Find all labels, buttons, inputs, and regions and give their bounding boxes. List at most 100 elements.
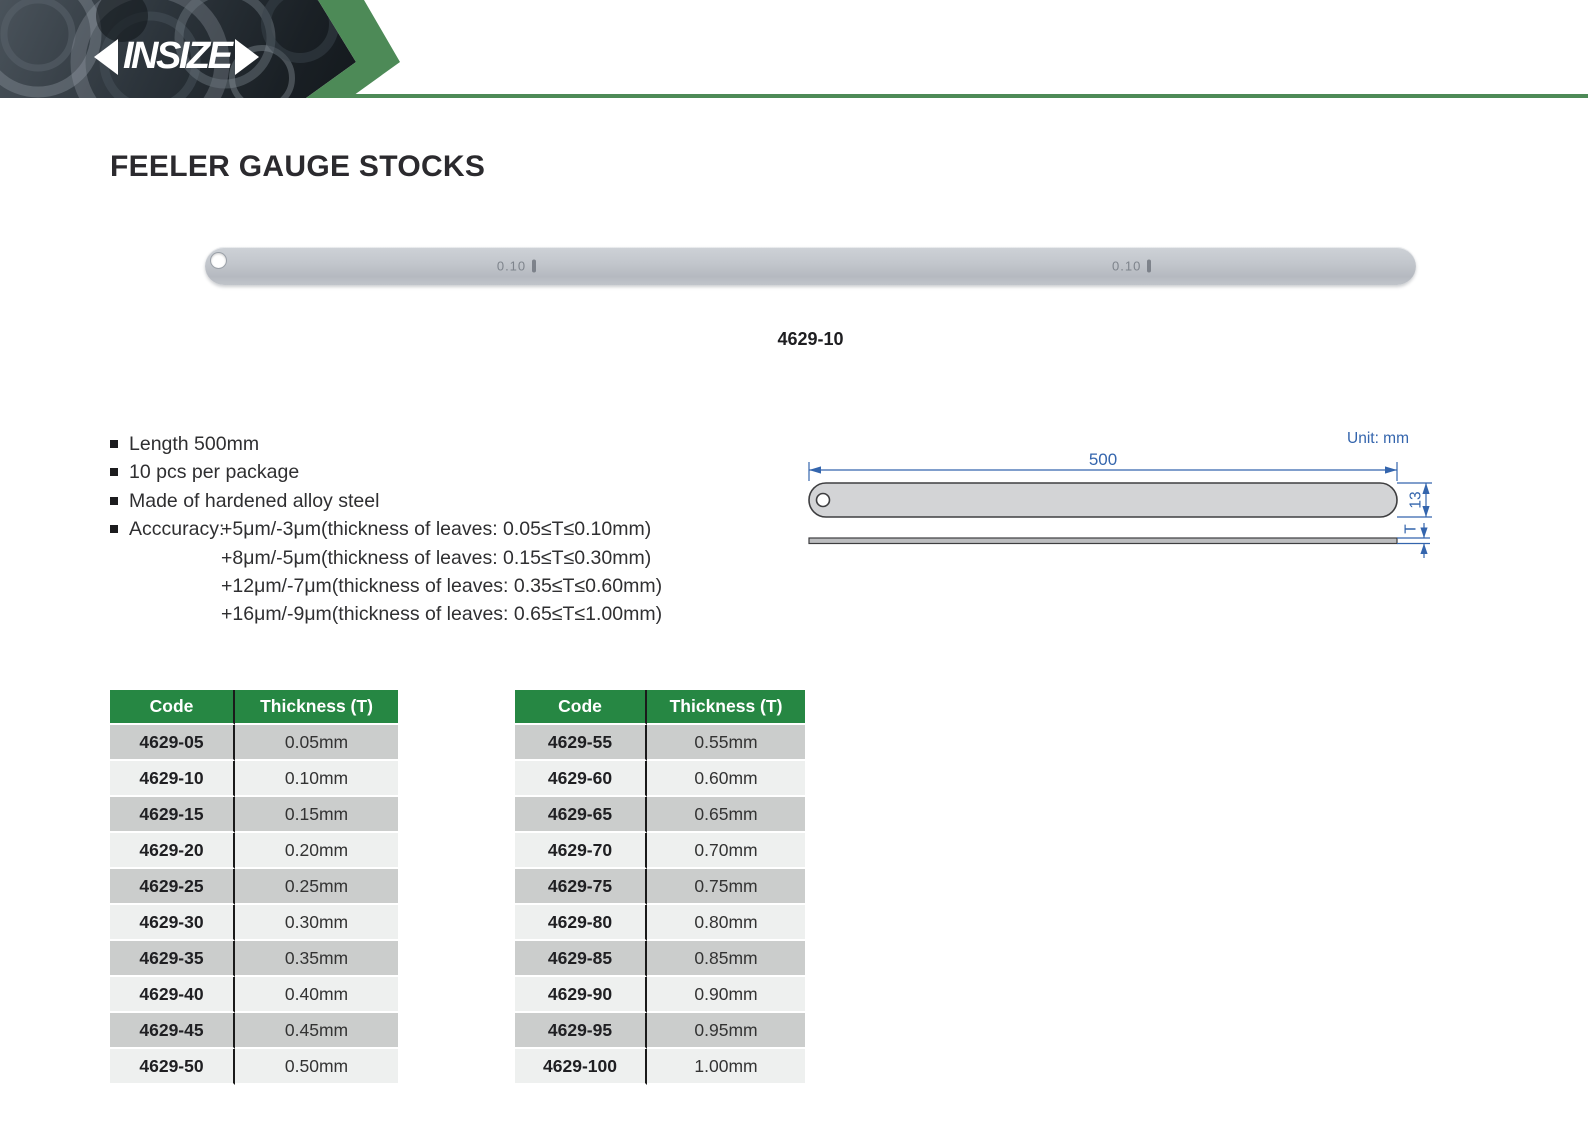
spec-text: Made of hardened alloy steel: [129, 489, 380, 512]
code-cell: 4629-40: [110, 977, 235, 1013]
bullet-square-icon: [110, 496, 118, 505]
thickness-cell: 0.90mm: [647, 977, 805, 1013]
table-header-row: Code Thickness (T): [515, 690, 805, 725]
thickness-cell: 0.50mm: [235, 1049, 398, 1085]
gauge-marking-left: 0.10: [497, 259, 536, 274]
code-cell: 4629-05: [110, 725, 235, 761]
spec-table-left: Code Thickness (T) 4629-05 0.05mm 4629-10 0…: [110, 690, 398, 1085]
thickness-cell: 0.45mm: [235, 1013, 398, 1049]
thickness-cell: 0.55mm: [647, 725, 805, 761]
gauge-marking-text: 0.10: [1112, 258, 1142, 274]
specs-list: Length 500mm 10 pcs per package Made of ha…: [110, 430, 770, 629]
table-row: 4629-75 0.75mm: [515, 869, 805, 905]
table-row: 4629-15 0.15mm: [110, 797, 398, 833]
spec-item: Made of hardened alloy steel: [110, 487, 770, 515]
thickness-cell: 0.70mm: [647, 833, 805, 869]
spec-item: Length 500mm: [110, 430, 770, 458]
code-cell: 4629-75: [515, 869, 647, 905]
thickness-cell: 1.00mm: [647, 1049, 805, 1085]
thickness-cell: 0.85mm: [647, 941, 805, 977]
code-cell: 4629-20: [110, 833, 235, 869]
accuracy-line: +16μm/-9μm(thickness of leaves: 0.65≤T≤1…: [221, 603, 663, 626]
strip-hole: [815, 492, 831, 508]
table-row: 4629-100 1.00mm: [515, 1049, 805, 1085]
spec-text: 10 pcs per package: [129, 461, 300, 484]
gauge-marking-right: 0.10: [1112, 259, 1151, 274]
code-cell: 4629-100: [515, 1049, 647, 1085]
code-cell: 4629-35: [110, 941, 235, 977]
arrowhead-up-icon: [1420, 543, 1428, 554]
arrowhead-left-icon: [809, 466, 821, 474]
code-cell: 4629-45: [110, 1013, 235, 1049]
accuracy-label: Acccuracy:: [129, 518, 225, 541]
table-row: 4629-80 0.80mm: [515, 905, 805, 941]
spec-text: Length 500mm: [129, 433, 260, 455]
stamp-icon: [1147, 259, 1151, 273]
col-header-thickness: Thickness (T): [647, 690, 805, 725]
table-row: 4629-85 0.85mm: [515, 941, 805, 977]
thickness-label: T: [1402, 524, 1419, 534]
accuracy-line: +5μm/-3μm(thickness of leaves: 0.05≤T≤0.…: [221, 518, 652, 541]
bullet-square-icon: [110, 468, 118, 477]
thickness-cell: 0.35mm: [235, 941, 398, 977]
arrowhead-down-icon: [1422, 506, 1430, 517]
table-row: 4629-55 0.55mm: [515, 725, 805, 761]
strip-side-view: [808, 537, 1398, 545]
accuracy-line: +12μm/-7μm(thickness of leaves: 0.35≤T≤0…: [221, 575, 663, 598]
product-caption: 4629-10: [777, 329, 844, 349]
table-header-row: Code Thickness (T): [110, 690, 398, 725]
table-row: 4629-30 0.30mm: [110, 905, 398, 941]
thickness-cell: 0.60mm: [647, 761, 805, 797]
thickness-cell: 0.20mm: [235, 833, 398, 869]
thickness-cell: 0.40mm: [235, 977, 398, 1013]
arrowhead-up-icon: [1422, 483, 1430, 494]
width-label: 13: [1407, 491, 1424, 508]
table-row: 4629-60 0.60mm: [515, 761, 805, 797]
col-header-thickness: Thickness (T): [235, 690, 398, 725]
bullet-square-icon: [110, 525, 118, 534]
gauge-hole: [211, 253, 226, 268]
left-arrow-icon: [94, 39, 118, 75]
code-cell: 4629-85: [515, 941, 647, 977]
thickness-cell: 0.15mm: [235, 797, 398, 833]
code-cell: 4629-50: [110, 1049, 235, 1085]
dimension-diagram: Unit: mm 500 13 T: [808, 430, 1432, 558]
strip-top-view: [808, 482, 1398, 518]
table-row: 4629-95 0.95mm: [515, 1013, 805, 1049]
code-cell: 4629-25: [110, 869, 235, 905]
code-cell: 4629-80: [515, 905, 647, 941]
bullet-square-icon: [110, 440, 118, 448]
table-row: 4629-65 0.65mm: [515, 797, 805, 833]
thickness-cell: 0.05mm: [235, 725, 398, 761]
brand-logo: INSIZE: [93, 33, 260, 81]
length-label: 500: [1089, 450, 1117, 469]
header-rule: [335, 94, 1588, 98]
table-row: 4629-35 0.35mm: [110, 941, 398, 977]
accuracy-lines: +5μm/-3μm(thickness of leaves: 0.05≤T≤0.…: [221, 515, 662, 629]
spec-table-right: Code Thickness (T) 4629-55 0.55mm 4629-60 0…: [515, 690, 805, 1085]
thickness-cell: 0.80mm: [647, 905, 805, 941]
arrowhead-right-icon: [1385, 466, 1397, 474]
spec-item-accuracy: Acccuracy: +5μm/-3μm(thickness of leaves…: [110, 515, 770, 629]
table-row: 4629-50 0.50mm: [110, 1049, 398, 1085]
code-cell: 4629-30: [110, 905, 235, 941]
right-arrow-icon: [235, 39, 260, 75]
thickness-cell: 0.65mm: [647, 797, 805, 833]
accuracy-line: +8μm/-5μm(thickness of leaves: 0.15≤T≤0.…: [221, 546, 652, 569]
thickness-cell: 0.95mm: [647, 1013, 805, 1049]
spec-items: Length 500mm 10 pcs per package Made of ha…: [110, 430, 770, 515]
col-header-code: Code: [515, 690, 647, 725]
code-cell: 4629-15: [110, 797, 235, 833]
thickness-cell: 0.25mm: [235, 869, 398, 905]
logo-text: INSIZE: [123, 34, 233, 77]
arrowhead-down-icon: [1420, 527, 1428, 538]
code-cell: 4629-65: [515, 797, 647, 833]
unit-label: Unit: mm: [1347, 430, 1409, 447]
code-cell: 4629-90: [515, 977, 647, 1013]
spec-item: 10 pcs per package: [110, 458, 770, 486]
table-row: 4629-20 0.20mm: [110, 833, 398, 869]
thickness-cell: 0.75mm: [647, 869, 805, 905]
table-row: 4629-25 0.25mm: [110, 869, 398, 905]
thickness-cell: 0.10mm: [235, 761, 398, 797]
table-row: 4629-40 0.40mm: [110, 977, 398, 1013]
